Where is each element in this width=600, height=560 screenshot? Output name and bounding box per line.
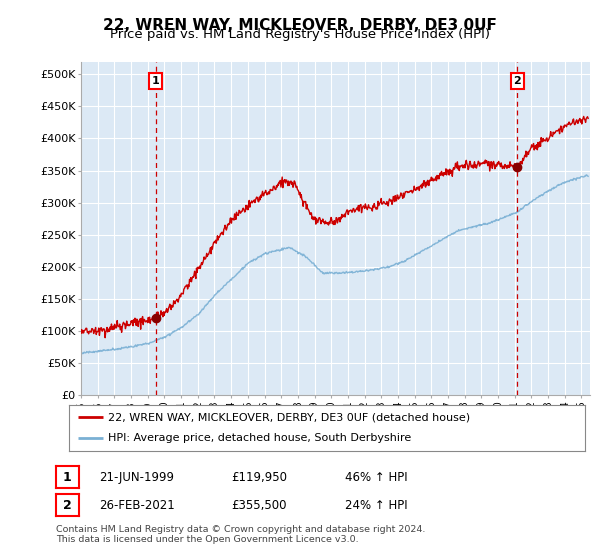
Text: 1: 1 bbox=[152, 76, 160, 86]
Text: 21-JUN-1999: 21-JUN-1999 bbox=[99, 470, 174, 484]
Text: £119,950: £119,950 bbox=[231, 470, 287, 484]
Text: 24% ↑ HPI: 24% ↑ HPI bbox=[345, 498, 407, 512]
Text: 26-FEB-2021: 26-FEB-2021 bbox=[99, 498, 175, 512]
Text: 46% ↑ HPI: 46% ↑ HPI bbox=[345, 470, 407, 484]
Text: Contains HM Land Registry data © Crown copyright and database right 2024.
This d: Contains HM Land Registry data © Crown c… bbox=[56, 525, 425, 544]
Text: 2: 2 bbox=[63, 498, 71, 512]
Text: 22, WREN WAY, MICKLEOVER, DERBY, DE3 0UF: 22, WREN WAY, MICKLEOVER, DERBY, DE3 0UF bbox=[103, 18, 497, 33]
Text: HPI: Average price, detached house, South Derbyshire: HPI: Average price, detached house, Sout… bbox=[108, 433, 411, 444]
Text: £355,500: £355,500 bbox=[231, 498, 287, 512]
Text: Price paid vs. HM Land Registry's House Price Index (HPI): Price paid vs. HM Land Registry's House … bbox=[110, 28, 490, 41]
Text: 1: 1 bbox=[63, 470, 71, 484]
Text: 22, WREN WAY, MICKLEOVER, DERBY, DE3 0UF (detached house): 22, WREN WAY, MICKLEOVER, DERBY, DE3 0UF… bbox=[108, 412, 470, 422]
Text: 2: 2 bbox=[514, 76, 521, 86]
